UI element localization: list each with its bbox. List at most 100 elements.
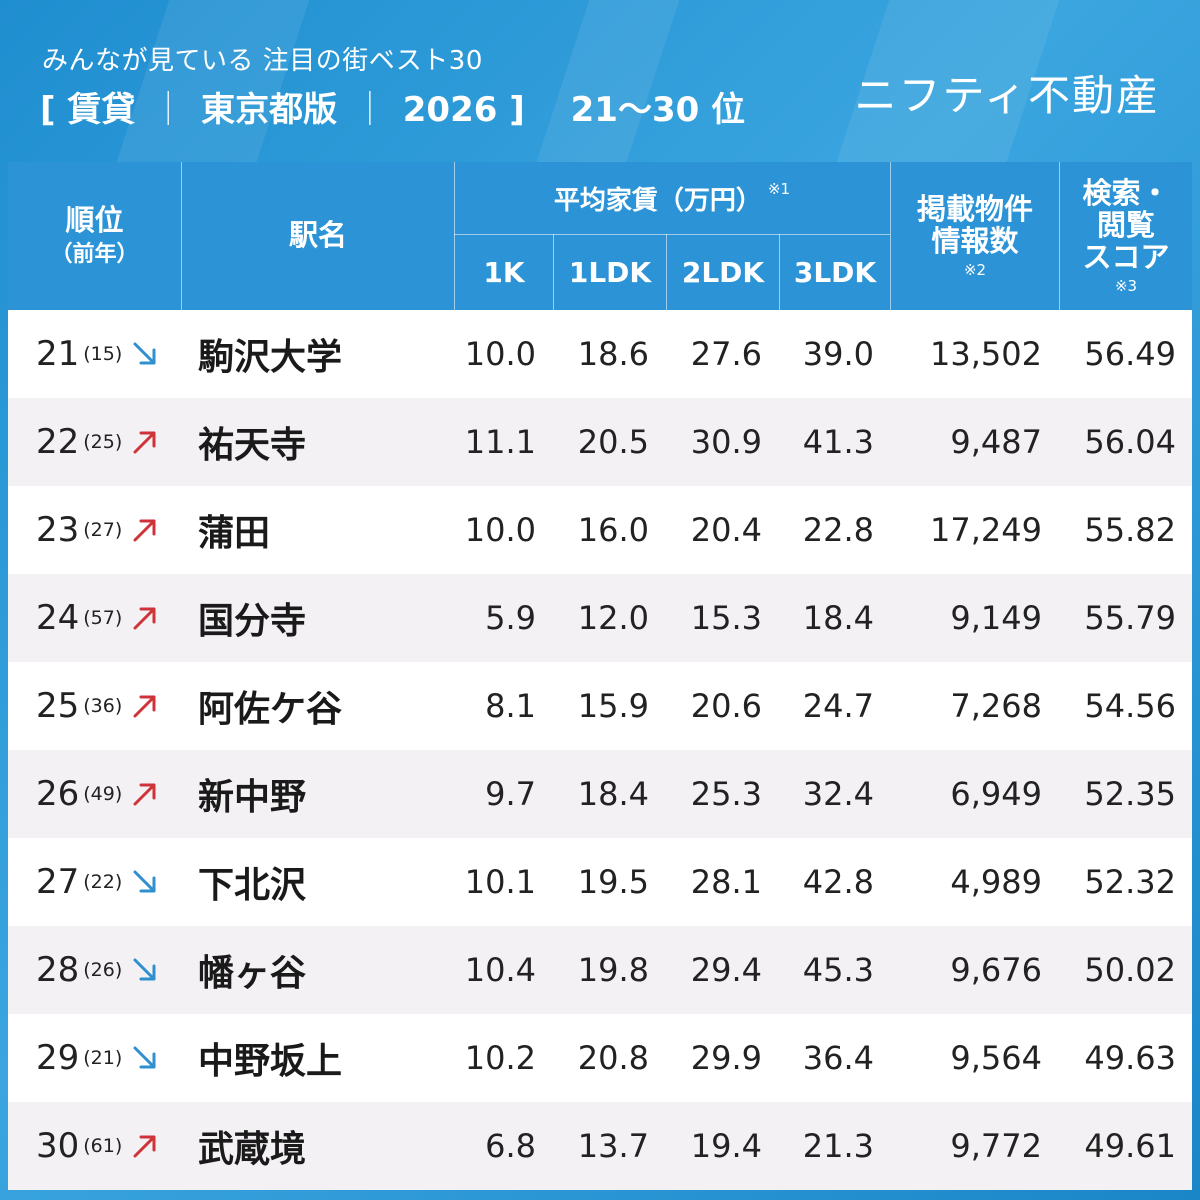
value-score: 56.04 <box>1084 423 1176 461</box>
rank-value: 21 <box>36 334 80 374</box>
value-listings: 7,268 <box>950 687 1042 725</box>
value-ldk3: 21.3 <box>802 1127 874 1165</box>
rank-cell: 27 (22) <box>36 838 196 926</box>
header-1k: 1K <box>483 255 525 289</box>
headline: [ 賃貸 ｜ 東京都版 ｜ 2026 ] 21～30 位 <box>40 82 745 131</box>
trend-down-icon <box>133 958 156 981</box>
value-ldk3: 22.8 <box>802 511 874 549</box>
header-1ldk: 1LDK <box>568 255 652 289</box>
header-rent-group: 平均家賃（万円） ※1 <box>454 162 890 234</box>
trend-down-icon <box>133 342 156 365</box>
header-score-line2: 閲覧 <box>1096 207 1155 242</box>
brand-logo: ニフティ不動産 <box>854 71 1160 120</box>
table-row: 25 (36) 阿佐ケ谷 8.1 15.9 20.6 24.7 7,268 54.56 <box>8 662 1192 750</box>
previous-rank: (49) <box>83 783 123 805</box>
value-ldk1: 12.0 <box>577 599 649 637</box>
value-k1: 5.9 <box>485 599 536 637</box>
previous-rank: (27) <box>83 519 123 541</box>
value-k1: 9.7 <box>485 775 536 813</box>
rank-range: 21～30 位 <box>570 90 746 130</box>
table-row: 30 (61) 武蔵境 6.8 13.7 19.4 21.3 9,772 49.61 <box>8 1102 1192 1190</box>
separator: ｜ <box>151 90 186 130</box>
rank-cell: 23 (27) <box>36 486 196 574</box>
station-name: 武蔵境 <box>198 1129 307 1170</box>
value-k1: 10.1 <box>464 863 536 901</box>
value-listings: 9,487 <box>950 423 1042 461</box>
header-divider <box>890 162 891 310</box>
station-name: 新中野 <box>198 777 307 818</box>
header-station-label: 駅名 <box>288 218 347 253</box>
table-header: 順位 （前年） 駅名 平均家賃（万円） ※1 1K 1LDK 2LDK 3LDK… <box>8 162 1192 310</box>
value-listings: 9,676 <box>950 951 1042 989</box>
value-listings: 13,502 <box>930 335 1042 373</box>
trend-up-icon <box>133 607 156 630</box>
table-row: 22 (25) 祐天寺 11.1 20.5 30.9 41.3 9,487 56.04 <box>8 398 1192 486</box>
table-row: 26 (49) 新中野 9.7 18.4 25.3 32.4 6,949 52.35 <box>8 750 1192 838</box>
header-listings-line1: 掲載物件 <box>916 191 1033 226</box>
trend-down-icon <box>133 1046 156 1069</box>
header-rent-note: ※1 <box>767 180 791 198</box>
ranking-table: 順位 （前年） 駅名 平均家賃（万円） ※1 1K 1LDK 2LDK 3LDK… <box>8 162 1192 1192</box>
value-ldk2: 27.6 <box>690 335 762 373</box>
header-listings-note: ※2 <box>963 260 987 279</box>
trend-up-icon <box>133 1135 156 1158</box>
trend-up-icon <box>133 519 156 542</box>
value-ldk2: 15.3 <box>690 599 762 637</box>
value-k1: 6.8 <box>485 1127 536 1165</box>
table-row: 27 (22) 下北沢 10.1 19.5 28.1 42.8 4,989 52.32 <box>8 838 1192 926</box>
station-name: 阿佐ケ谷 <box>198 689 343 730</box>
value-k1: 10.2 <box>464 1039 536 1077</box>
rank-cell: 22 (25) <box>36 398 196 486</box>
value-ldk2: 29.9 <box>690 1039 762 1077</box>
rank-cell: 21 (15) <box>36 310 196 398</box>
value-ldk1: 19.8 <box>577 951 649 989</box>
header-score-note: ※3 <box>1114 276 1138 295</box>
previous-rank: (26) <box>83 959 123 981</box>
station-name: 中野坂上 <box>198 1041 343 1082</box>
header-rank-sub: （前年） <box>50 241 139 267</box>
previous-rank: (22) <box>83 871 123 893</box>
rank-cell: 24 (57) <box>36 574 196 662</box>
header-divider <box>779 234 780 310</box>
value-listings: 6,949 <box>950 775 1042 813</box>
value-ldk1: 18.4 <box>577 775 649 813</box>
rank-cell: 29 (21) <box>36 1014 196 1102</box>
value-ldk3: 24.7 <box>802 687 874 725</box>
rank-value: 30 <box>36 1126 80 1166</box>
value-ldk1: 18.6 <box>577 335 649 373</box>
value-ldk3: 45.3 <box>802 951 874 989</box>
table-row: 29 (21) 中野坂上 10.2 20.8 29.9 36.4 9,564 49.63 <box>8 1014 1192 1102</box>
value-ldk3: 36.4 <box>802 1039 874 1077</box>
value-listings: 9,772 <box>950 1127 1042 1165</box>
trend-up-icon <box>133 783 156 806</box>
value-score: 49.63 <box>1084 1039 1176 1077</box>
table-row: 23 (27) 蒲田 10.0 16.0 20.4 22.8 17,249 55.82 <box>8 486 1192 574</box>
header-score-line1: 検索・ <box>1082 175 1170 210</box>
header-listings-line2: 情報数 <box>931 223 1019 258</box>
subtitle: みんなが見ている 注目の街ベスト30 <box>42 46 483 76</box>
header-divider <box>454 162 455 310</box>
value-score: 56.49 <box>1084 335 1176 373</box>
station-name: 下北沢 <box>198 865 307 906</box>
previous-rank: (21) <box>83 1047 123 1069</box>
previous-rank: (57) <box>83 607 123 629</box>
header-rank-label: 順位 <box>65 202 124 237</box>
value-k1: 10.0 <box>464 335 536 373</box>
rank-value: 24 <box>36 598 80 638</box>
value-score: 52.35 <box>1084 775 1176 813</box>
rank-value: 28 <box>36 950 80 990</box>
trend-up-icon <box>133 431 156 454</box>
value-k1: 11.1 <box>464 423 536 461</box>
value-listings: 9,149 <box>950 599 1042 637</box>
bracket-close: ] <box>509 90 525 130</box>
station-name: 蒲田 <box>198 513 271 554</box>
value-k1: 8.1 <box>485 687 536 725</box>
trend-up-icon <box>133 695 156 718</box>
station-name: 国分寺 <box>198 601 307 642</box>
previous-rank: (15) <box>83 343 123 365</box>
value-listings: 9,564 <box>950 1039 1042 1077</box>
trend-down-icon <box>133 870 156 893</box>
previous-rank: (36) <box>83 695 123 717</box>
value-listings: 17,249 <box>930 511 1042 549</box>
header-rank: 順位 （前年） <box>8 162 181 310</box>
